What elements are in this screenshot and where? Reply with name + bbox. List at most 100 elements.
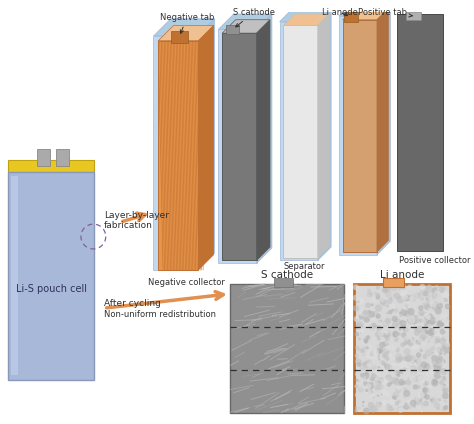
- Circle shape: [361, 372, 365, 376]
- Text: Li anode: Li anode: [322, 8, 358, 17]
- Circle shape: [413, 376, 419, 382]
- Circle shape: [401, 294, 408, 300]
- Circle shape: [386, 360, 391, 365]
- Circle shape: [402, 386, 410, 393]
- Polygon shape: [158, 25, 214, 41]
- Circle shape: [364, 340, 368, 344]
- Circle shape: [364, 338, 368, 343]
- Circle shape: [404, 304, 409, 309]
- Circle shape: [403, 327, 409, 333]
- Polygon shape: [219, 14, 272, 29]
- Circle shape: [433, 364, 437, 368]
- Circle shape: [381, 368, 387, 375]
- Circle shape: [375, 286, 380, 290]
- Circle shape: [411, 292, 419, 300]
- Polygon shape: [280, 22, 318, 260]
- Circle shape: [391, 371, 397, 377]
- Circle shape: [354, 315, 360, 322]
- Polygon shape: [154, 19, 215, 36]
- Circle shape: [402, 297, 405, 300]
- Circle shape: [358, 338, 361, 340]
- Circle shape: [420, 361, 428, 368]
- Circle shape: [437, 296, 444, 303]
- Circle shape: [421, 317, 424, 321]
- Circle shape: [429, 328, 432, 331]
- Circle shape: [409, 334, 415, 340]
- Polygon shape: [377, 3, 391, 255]
- Circle shape: [359, 328, 366, 335]
- Circle shape: [355, 392, 360, 398]
- Circle shape: [429, 300, 434, 304]
- Circle shape: [358, 387, 364, 393]
- Circle shape: [367, 347, 369, 349]
- Circle shape: [428, 327, 432, 332]
- Circle shape: [377, 349, 382, 354]
- Circle shape: [369, 405, 376, 412]
- Circle shape: [445, 343, 450, 348]
- Circle shape: [422, 343, 425, 346]
- Circle shape: [424, 312, 430, 318]
- Circle shape: [364, 316, 370, 323]
- Circle shape: [366, 371, 369, 374]
- Circle shape: [363, 372, 370, 379]
- Circle shape: [382, 348, 386, 352]
- Circle shape: [390, 363, 395, 368]
- Circle shape: [419, 334, 427, 341]
- Circle shape: [434, 326, 439, 332]
- Circle shape: [413, 326, 418, 331]
- Circle shape: [376, 365, 379, 367]
- Circle shape: [442, 291, 449, 298]
- Circle shape: [415, 315, 418, 318]
- Circle shape: [407, 285, 412, 290]
- Circle shape: [363, 407, 370, 414]
- Circle shape: [444, 298, 448, 302]
- Circle shape: [379, 348, 383, 353]
- Circle shape: [365, 312, 371, 318]
- Polygon shape: [56, 149, 70, 166]
- Circle shape: [375, 325, 380, 329]
- Circle shape: [365, 318, 371, 324]
- Circle shape: [409, 371, 416, 378]
- Circle shape: [445, 342, 450, 347]
- Circle shape: [366, 363, 371, 368]
- Circle shape: [423, 401, 429, 407]
- Circle shape: [390, 404, 392, 407]
- Circle shape: [429, 317, 436, 324]
- Text: Non-uniform redistribution: Non-uniform redistribution: [104, 310, 216, 319]
- Circle shape: [418, 305, 424, 311]
- Circle shape: [399, 369, 404, 374]
- Circle shape: [425, 330, 429, 335]
- Circle shape: [386, 357, 390, 360]
- Circle shape: [389, 295, 391, 297]
- Circle shape: [406, 366, 408, 368]
- Circle shape: [397, 291, 401, 296]
- Circle shape: [388, 399, 395, 405]
- Circle shape: [390, 346, 395, 351]
- Circle shape: [444, 388, 448, 392]
- Circle shape: [399, 287, 406, 294]
- Circle shape: [437, 407, 440, 410]
- Circle shape: [436, 347, 443, 353]
- Circle shape: [420, 312, 424, 316]
- Polygon shape: [274, 278, 293, 287]
- Circle shape: [386, 378, 390, 381]
- Circle shape: [408, 306, 410, 309]
- Polygon shape: [318, 8, 331, 260]
- Circle shape: [376, 350, 381, 354]
- Circle shape: [385, 330, 392, 336]
- Circle shape: [360, 373, 365, 377]
- Circle shape: [417, 397, 420, 401]
- Circle shape: [382, 300, 388, 307]
- Circle shape: [378, 320, 381, 323]
- Polygon shape: [377, 8, 388, 252]
- Circle shape: [424, 376, 429, 381]
- Circle shape: [381, 393, 383, 396]
- Circle shape: [392, 309, 394, 311]
- Circle shape: [427, 366, 434, 373]
- Circle shape: [428, 334, 431, 338]
- Circle shape: [394, 387, 401, 393]
- Circle shape: [438, 357, 444, 363]
- Circle shape: [382, 400, 388, 406]
- Circle shape: [421, 336, 426, 341]
- Circle shape: [431, 379, 438, 385]
